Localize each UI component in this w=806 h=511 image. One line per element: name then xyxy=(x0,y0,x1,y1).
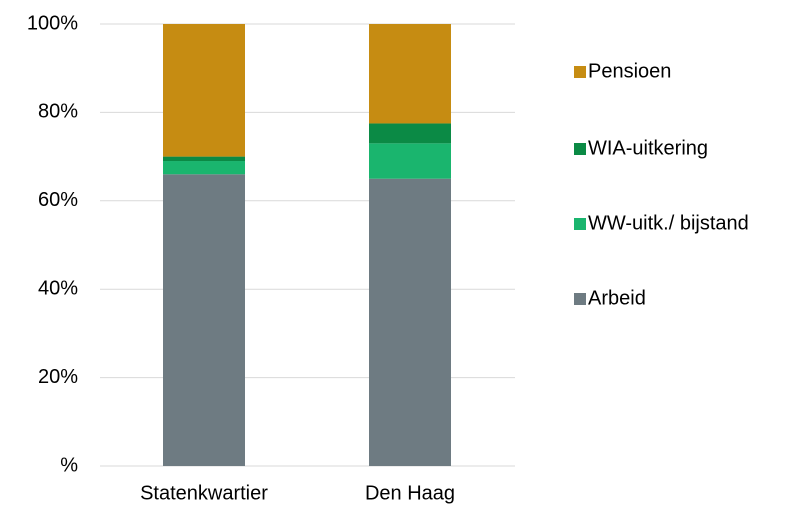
legend-label: Pensioen xyxy=(588,60,671,82)
legend-swatch xyxy=(574,143,586,155)
y-tick-label: 20% xyxy=(38,366,78,388)
legend-swatch xyxy=(574,66,586,78)
legend-swatch xyxy=(574,218,586,230)
bar-segment xyxy=(369,178,451,466)
legend-label: WIA-uitkering xyxy=(588,137,708,159)
y-tick-label: 80% xyxy=(38,101,78,123)
legend-swatch xyxy=(574,293,586,305)
y-tick-label: 60% xyxy=(38,189,78,211)
bar-segment xyxy=(163,161,245,175)
bar-segment xyxy=(163,156,245,162)
x-tick-label: Den Haag xyxy=(365,482,455,504)
bar-segment xyxy=(369,24,451,124)
bar-segment xyxy=(369,143,451,179)
x-tick-label: Statenkwartier xyxy=(140,482,268,504)
bar-segment xyxy=(369,123,451,144)
y-tick-label: 40% xyxy=(38,277,78,299)
legend-label: Arbeid xyxy=(588,287,646,309)
y-tick-label: % xyxy=(60,454,78,476)
bar-segment xyxy=(163,174,245,466)
legend-label: WW-uitk./ bijstand xyxy=(588,212,749,234)
bar-segment xyxy=(163,24,245,157)
y-tick-label: 100% xyxy=(27,12,78,34)
